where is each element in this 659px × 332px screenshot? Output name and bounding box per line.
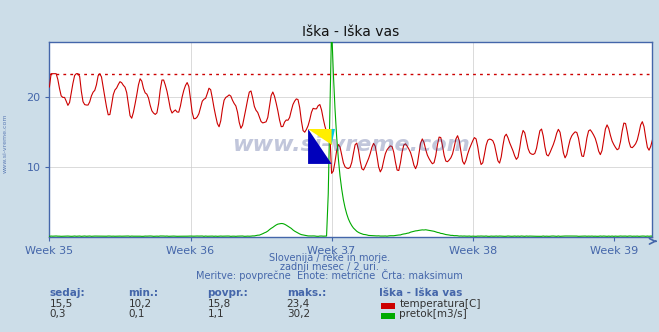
Text: 0,1: 0,1	[129, 309, 145, 319]
Text: 23,4: 23,4	[287, 299, 310, 309]
Polygon shape	[331, 129, 335, 145]
Text: Meritve: povprečne  Enote: metrične  Črta: maksimum: Meritve: povprečne Enote: metrične Črta:…	[196, 269, 463, 281]
Text: temperatura[C]: temperatura[C]	[399, 299, 481, 309]
Text: min.:: min.:	[129, 288, 159, 298]
Text: zadnji mesec / 2 uri.: zadnji mesec / 2 uri.	[280, 262, 379, 272]
Text: maks.:: maks.:	[287, 288, 326, 298]
Text: www.si-vreme.com: www.si-vreme.com	[232, 135, 470, 155]
Title: Iška - Iška vas: Iška - Iška vas	[302, 25, 399, 39]
Polygon shape	[308, 129, 331, 145]
Text: povpr.:: povpr.:	[208, 288, 248, 298]
Text: 15,8: 15,8	[208, 299, 231, 309]
Text: Slovenija / reke in morje.: Slovenija / reke in morje.	[269, 253, 390, 263]
Text: 0,3: 0,3	[49, 309, 66, 319]
Text: www.si-vreme.com: www.si-vreme.com	[3, 113, 8, 173]
Text: Iška - Iška vas: Iška - Iška vas	[379, 288, 463, 298]
Text: 30,2: 30,2	[287, 309, 310, 319]
Text: 10,2: 10,2	[129, 299, 152, 309]
Text: 15,5: 15,5	[49, 299, 72, 309]
Text: sedaj:: sedaj:	[49, 288, 85, 298]
Polygon shape	[308, 129, 331, 164]
Text: pretok[m3/s]: pretok[m3/s]	[399, 309, 467, 319]
Text: 1,1: 1,1	[208, 309, 224, 319]
